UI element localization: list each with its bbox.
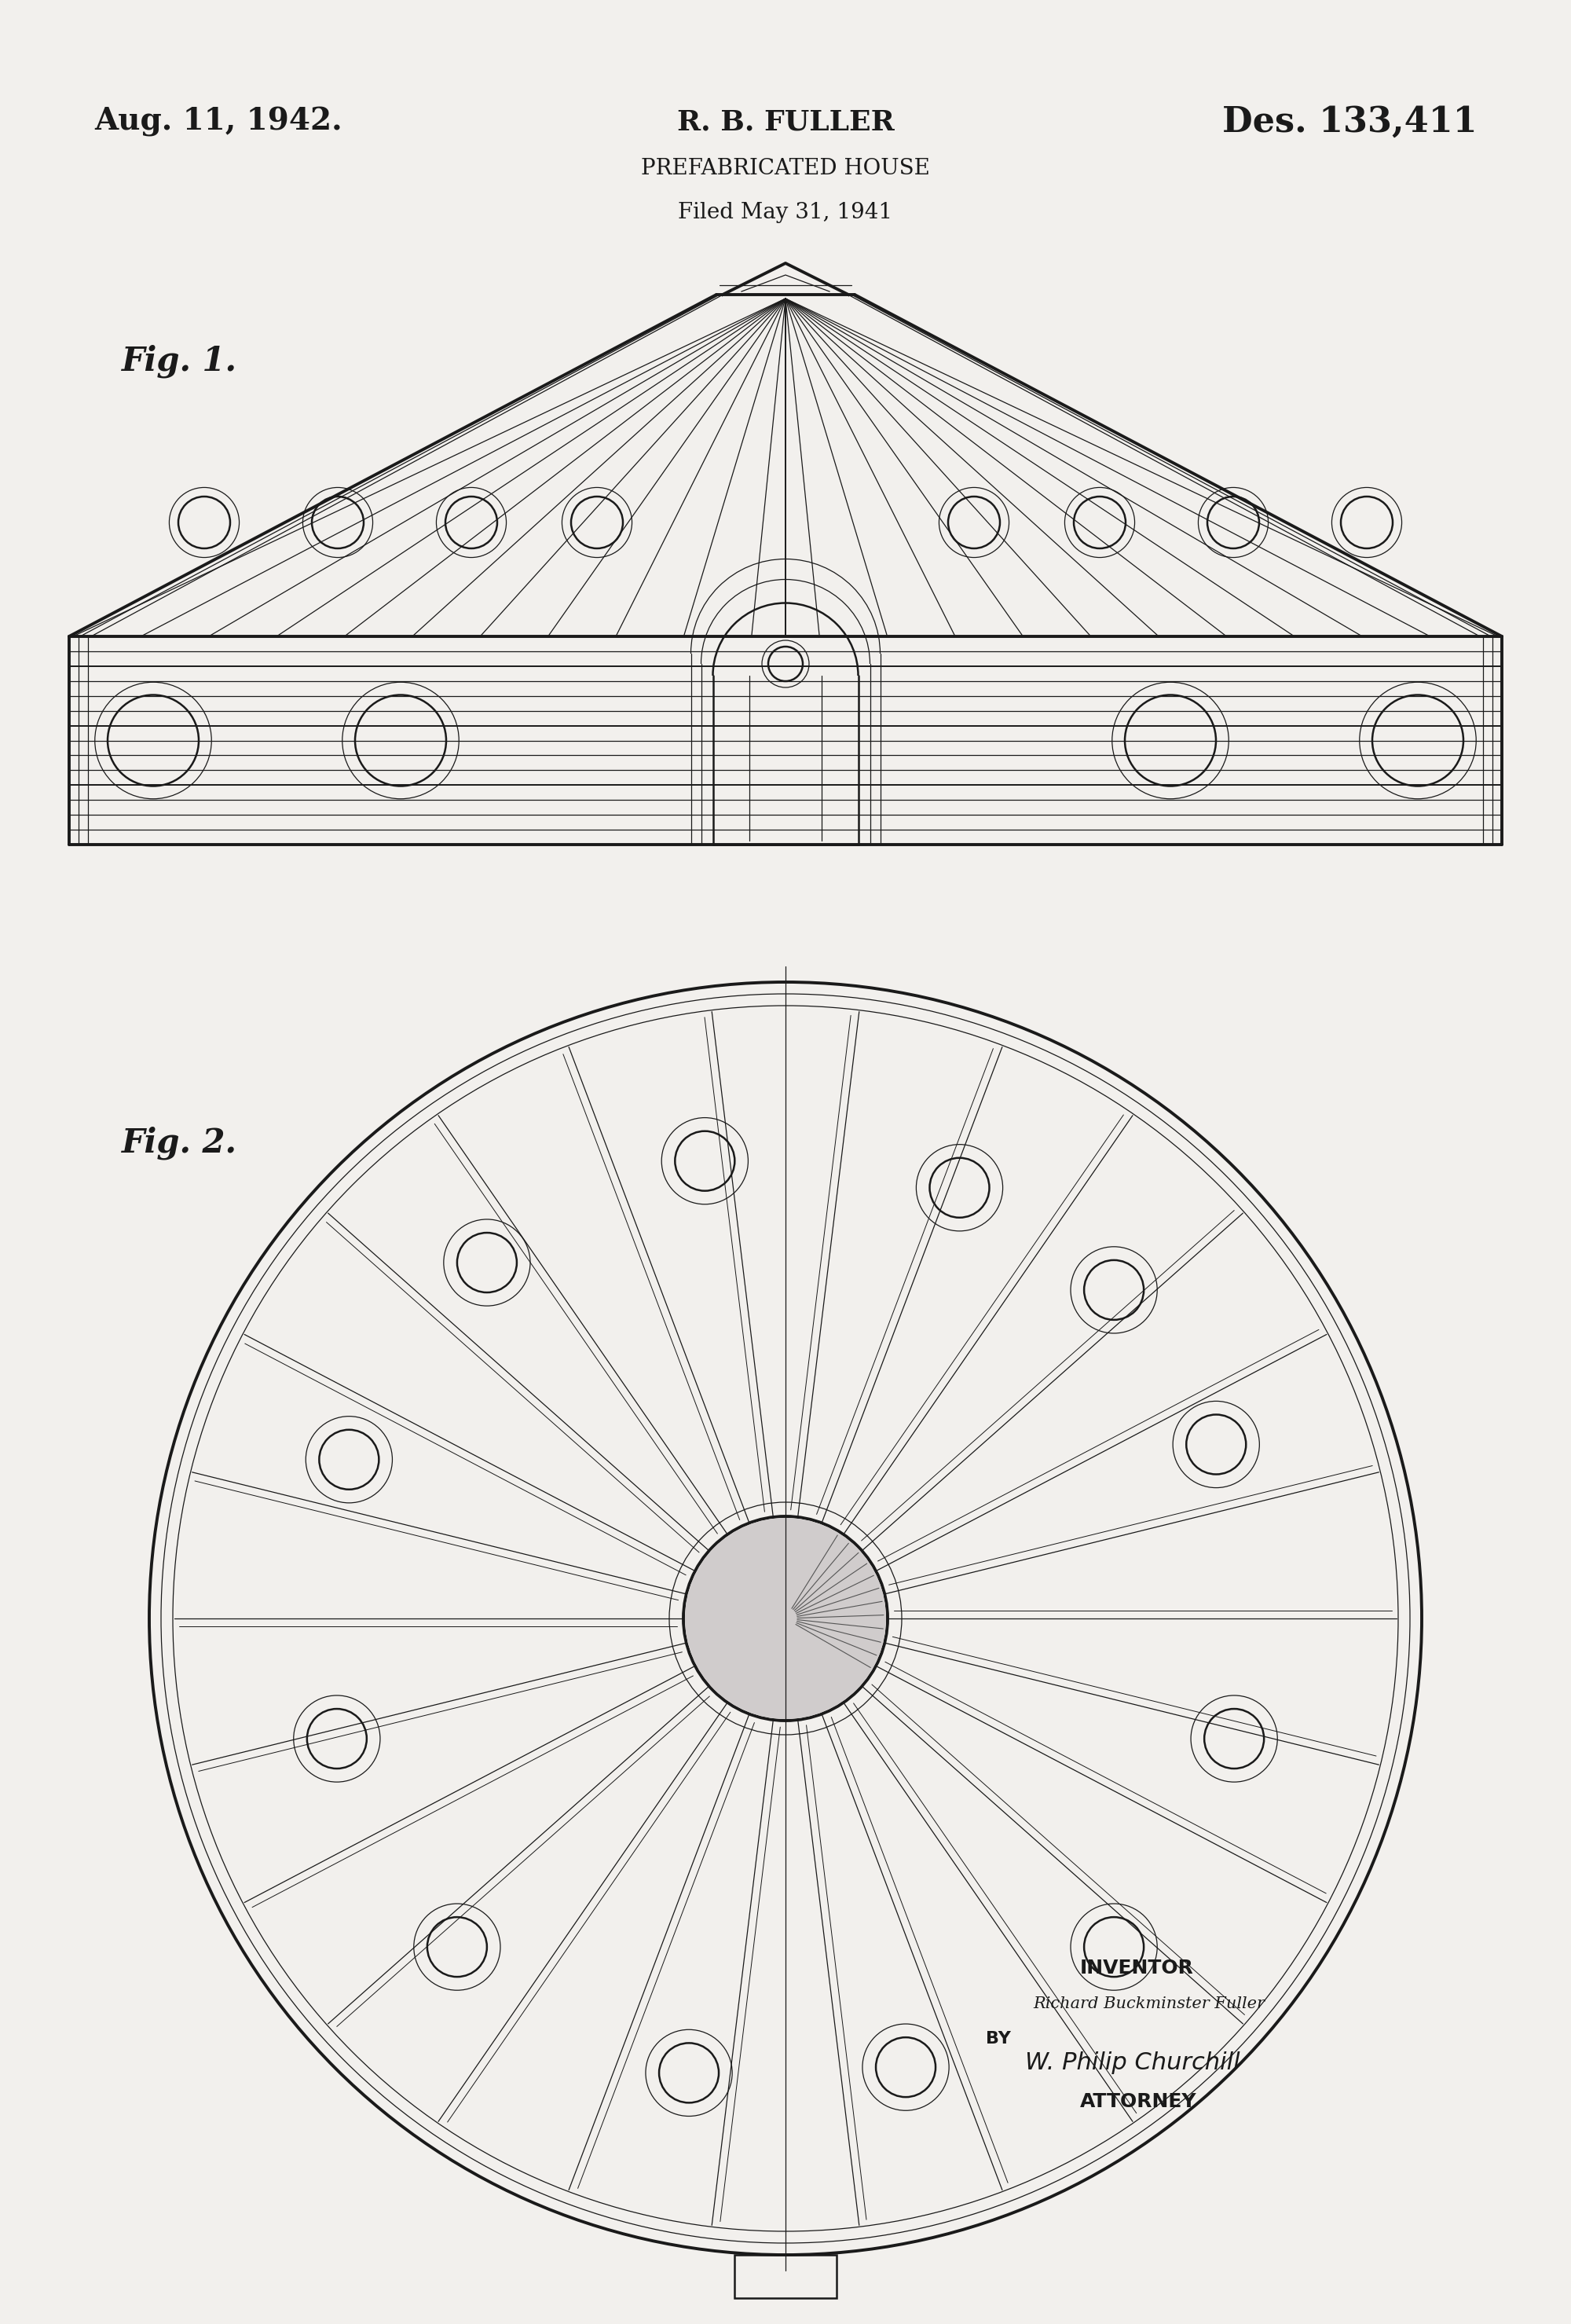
Text: W. Philip Churchill: W. Philip Churchill (1024, 2052, 1240, 2073)
Text: Des. 133,411: Des. 133,411 (1222, 105, 1477, 139)
Text: PREFABRICATED HOUSE: PREFABRICATED HOUSE (641, 158, 930, 179)
Text: Fig. 1.: Fig. 1. (123, 344, 237, 379)
Text: Richard Buckminster Fuller: Richard Buckminster Fuller (1034, 1996, 1265, 2010)
Text: R. B. FULLER: R. B. FULLER (677, 109, 894, 135)
Text: BY: BY (987, 2031, 1010, 2047)
Text: Filed May 31, 1941: Filed May 31, 1941 (679, 202, 892, 223)
Text: Aug. 11, 1942.: Aug. 11, 1942. (94, 107, 342, 137)
Text: INVENTOR: INVENTOR (1081, 1959, 1194, 1978)
Bar (735, 2254, 836, 2298)
Text: ATTORNEY: ATTORNEY (1081, 2092, 1197, 2110)
Circle shape (685, 1518, 886, 1720)
Text: Fig. 2.: Fig. 2. (123, 1127, 237, 1160)
